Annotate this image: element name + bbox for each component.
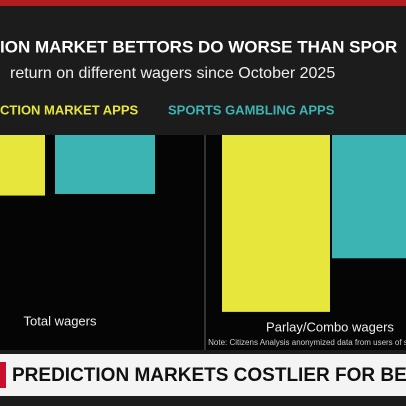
bar: [55, 135, 155, 194]
top-stripe: [0, 0, 406, 6]
note: Note: Citizens Analysis anonymized data …: [208, 338, 406, 347]
bar: [0, 135, 45, 196]
chart-subtitle: return on different wagers since October…: [10, 65, 335, 82]
legend-label: SPORTS GAMBLING APPS: [168, 102, 335, 117]
chart-title: ION MARKET BETTORS DO WORSE THAN SPOR: [0, 37, 397, 56]
x-tick-label: Parlay/Combo wagers: [266, 319, 394, 334]
bar: [332, 135, 406, 259]
banner-marker: [0, 362, 6, 388]
legend-label: CTION MARKET APPS: [0, 102, 139, 117]
banner: [0, 354, 406, 396]
banner-text: PREDICTION MARKETS COSTLIER FOR BETTO: [12, 365, 406, 386]
bar: [222, 135, 330, 312]
x-tick-label: Total wagers: [24, 313, 97, 328]
